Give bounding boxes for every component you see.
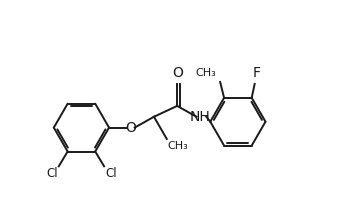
Text: O: O (125, 121, 136, 135)
Text: F: F (253, 66, 261, 80)
Text: O: O (173, 66, 183, 80)
Text: Cl: Cl (46, 167, 58, 180)
Text: CH₃: CH₃ (168, 141, 189, 151)
Text: NH: NH (190, 110, 211, 124)
Text: Cl: Cl (105, 167, 117, 180)
Text: CH₃: CH₃ (195, 68, 216, 78)
